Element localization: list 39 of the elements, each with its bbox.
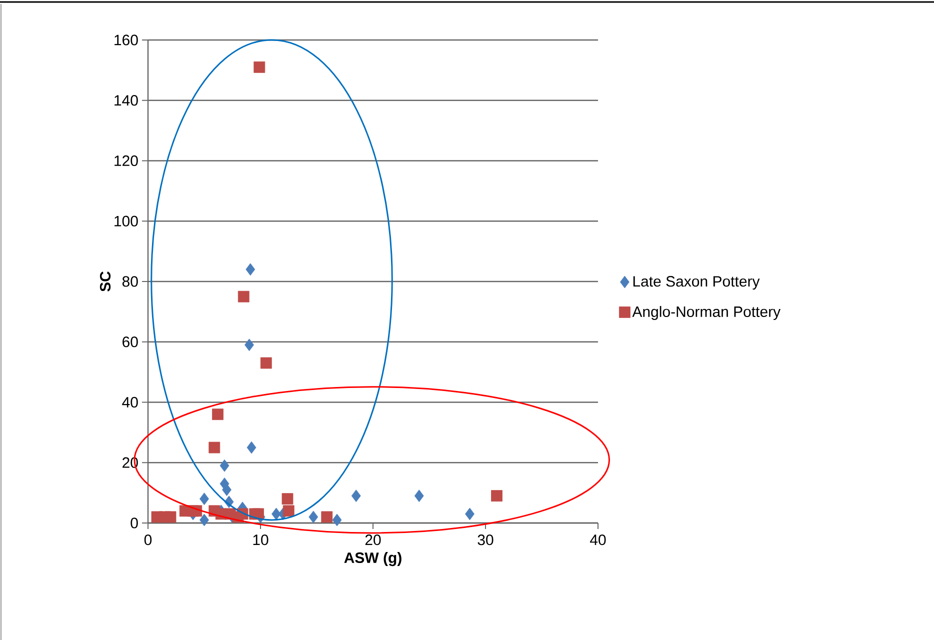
x-axis-title: ASW (g) — [344, 552, 402, 566]
legend-label: Late Saxon Pottery — [633, 276, 760, 290]
point — [220, 459, 230, 472]
y-tick-label: 140 — [114, 95, 138, 106]
x-tick-label: 30 — [478, 534, 494, 546]
y-tick-label: 40 — [122, 396, 138, 408]
y-tick-label: 60 — [122, 336, 138, 348]
point — [200, 492, 209, 506]
point — [491, 490, 502, 502]
point — [282, 505, 294, 517]
point — [414, 490, 424, 502]
point — [282, 493, 294, 505]
point — [212, 408, 224, 420]
point — [246, 441, 256, 454]
y-tick-label: 0 — [130, 518, 138, 528]
x-tick-label: 10 — [253, 534, 268, 546]
point — [351, 490, 361, 502]
point — [244, 338, 254, 352]
point — [238, 290, 250, 302]
point — [308, 510, 318, 524]
point — [332, 514, 342, 526]
point — [222, 484, 232, 496]
legend-label: Anglo-Norman Pottery — [632, 306, 781, 320]
y-tick-label: 80 — [122, 276, 138, 287]
x-tick-label: 0 — [144, 534, 152, 546]
point — [164, 511, 176, 523]
point — [208, 442, 220, 454]
x-tick-label: 20 — [365, 534, 381, 546]
y-tick-label: 100 — [114, 216, 138, 226]
y-axis-title: SC — [100, 271, 111, 292]
point — [246, 263, 256, 276]
point — [200, 514, 209, 526]
point — [260, 357, 272, 369]
point — [465, 508, 474, 520]
point — [321, 511, 333, 523]
point — [254, 61, 266, 73]
y-tick-label: 120 — [114, 155, 138, 166]
x-tick-label: 40 — [590, 534, 606, 546]
y-tick-label: 160 — [114, 34, 138, 46]
